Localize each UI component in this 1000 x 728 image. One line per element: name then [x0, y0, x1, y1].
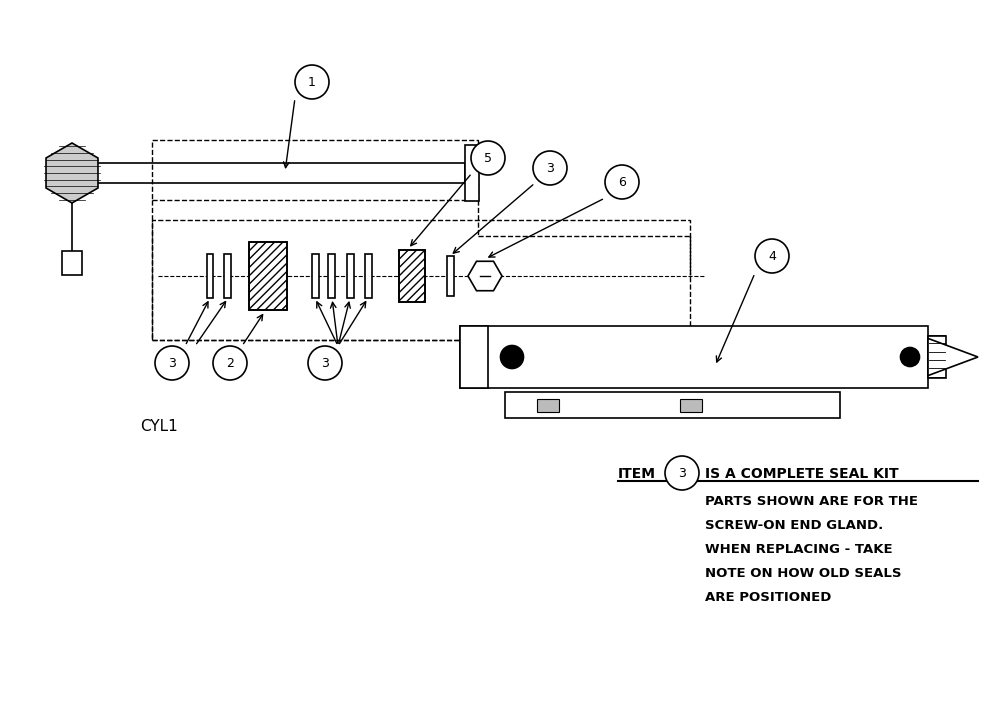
- Text: 3: 3: [168, 357, 176, 370]
- Bar: [152, 140, 478, 200]
- Text: ARE POSITIONED: ARE POSITIONED: [705, 591, 831, 604]
- Polygon shape: [928, 339, 978, 376]
- Circle shape: [605, 165, 639, 199]
- Bar: [505, 392, 840, 418]
- Bar: [680, 399, 702, 412]
- Text: 3: 3: [546, 162, 554, 175]
- Circle shape: [308, 346, 342, 380]
- Circle shape: [471, 141, 505, 175]
- Text: WHEN REPLACING - TAKE: WHEN REPLACING - TAKE: [705, 543, 893, 556]
- Text: NOTE ON HOW OLD SEALS: NOTE ON HOW OLD SEALS: [705, 567, 902, 580]
- Text: 6: 6: [618, 175, 626, 189]
- Bar: [207, 254, 213, 298]
- Bar: [224, 254, 231, 298]
- Bar: [460, 326, 488, 388]
- Bar: [328, 254, 335, 298]
- Bar: [364, 254, 372, 298]
- Circle shape: [213, 346, 247, 380]
- Circle shape: [665, 456, 699, 490]
- Circle shape: [500, 346, 524, 368]
- Text: 1: 1: [308, 76, 316, 89]
- Text: SCREW-ON END GLAND.: SCREW-ON END GLAND.: [705, 519, 883, 532]
- Text: CYL1: CYL1: [140, 419, 178, 433]
- Circle shape: [533, 151, 567, 185]
- Text: 2: 2: [226, 357, 234, 370]
- Circle shape: [755, 239, 789, 273]
- Bar: [249, 242, 287, 310]
- Text: ITEM: ITEM: [618, 467, 656, 481]
- Text: 5: 5: [484, 151, 492, 165]
- Bar: [928, 336, 946, 378]
- Bar: [152, 220, 690, 340]
- Circle shape: [155, 346, 189, 380]
- Bar: [446, 256, 454, 296]
- Bar: [62, 251, 82, 275]
- Bar: [312, 254, 318, 298]
- Text: IS A COMPLETE SEAL KIT: IS A COMPLETE SEAL KIT: [705, 467, 899, 481]
- Bar: [347, 254, 354, 298]
- Bar: [249, 242, 287, 310]
- Bar: [537, 399, 559, 412]
- Bar: [460, 326, 928, 388]
- Polygon shape: [468, 261, 502, 290]
- Text: PARTS SHOWN ARE FOR THE: PARTS SHOWN ARE FOR THE: [705, 495, 918, 508]
- Bar: [72, 163, 465, 183]
- Bar: [399, 250, 425, 302]
- Text: 3: 3: [678, 467, 686, 480]
- Circle shape: [900, 347, 920, 366]
- Text: 3: 3: [321, 357, 329, 370]
- Polygon shape: [46, 143, 98, 203]
- Bar: [465, 145, 479, 201]
- Text: 4: 4: [768, 250, 776, 263]
- Circle shape: [295, 65, 329, 99]
- Bar: [399, 250, 425, 302]
